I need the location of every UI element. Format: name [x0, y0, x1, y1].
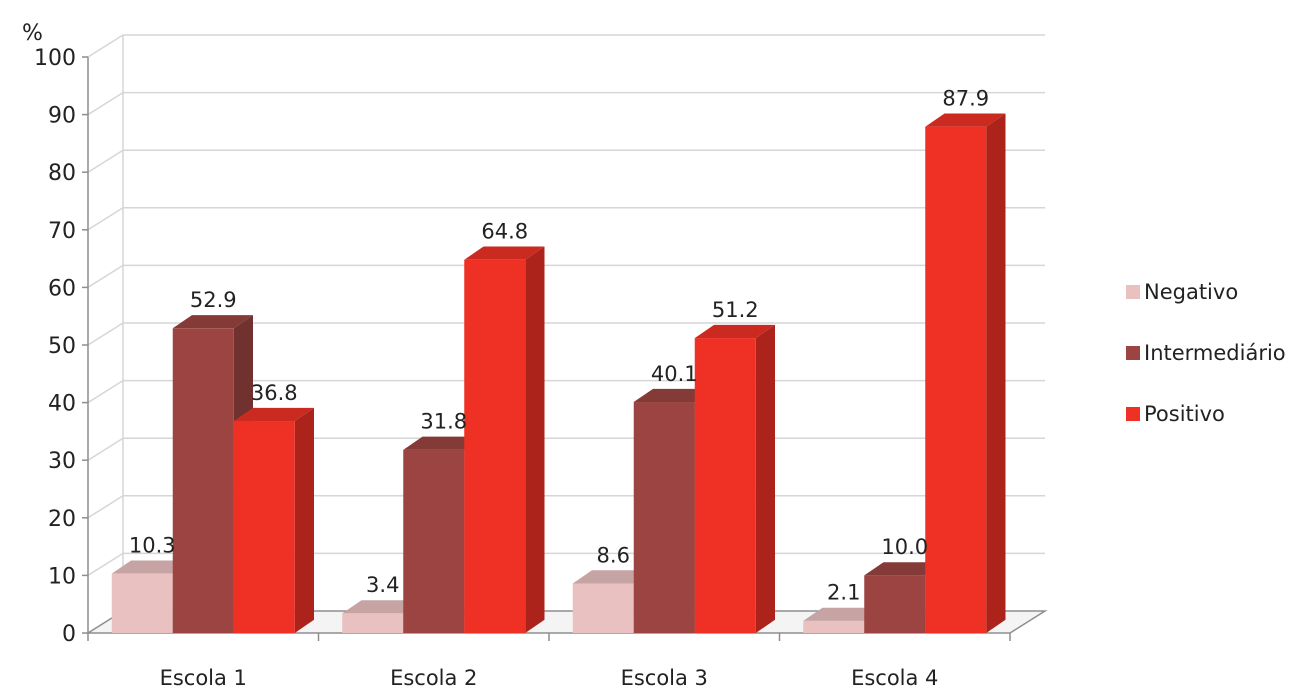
- x-tick-label: Escola 1: [160, 666, 247, 688]
- data-label: 3.4: [366, 573, 399, 597]
- data-label: 10.3: [129, 533, 176, 557]
- y-tick-label: 70: [48, 219, 76, 244]
- y-tick-label: 30: [48, 449, 76, 474]
- legend-item-positivo: Positivo: [1126, 402, 1312, 463]
- data-label: 36.8: [251, 381, 298, 405]
- bar-top: [803, 607, 884, 621]
- gridline-depth: [87, 207, 124, 231]
- y-axis-label: %: [22, 21, 43, 46]
- bar-positivo: [694, 338, 756, 633]
- data-labels: 10.3 52.9 36.8 3.4 31.8 64.8 8.6 40.1 51.2 2.1 10.…: [129, 86, 989, 604]
- data-label: 10.0: [881, 535, 928, 559]
- y-tick-label: 0: [62, 622, 76, 647]
- bar-top: [233, 407, 314, 422]
- legend-item-negativo: Negativo: [1126, 280, 1312, 341]
- data-label: 64.8: [481, 220, 528, 244]
- y-tick-label: 40: [48, 392, 76, 417]
- data-label: 31.8: [420, 410, 467, 434]
- bar-top: [925, 113, 1006, 127]
- legend-item-intermediario: Intermediário: [1126, 341, 1312, 402]
- bar-top: [403, 436, 484, 450]
- y-tick-label: 10: [48, 564, 76, 589]
- gridline-depth: [87, 34, 124, 58]
- data-label: 87.9: [942, 86, 989, 110]
- legend-swatch-negativo: [1126, 285, 1140, 299]
- legend: Negativo Intermediário Positivo: [1126, 280, 1312, 463]
- bar-top: [464, 246, 545, 260]
- bar-top: [172, 315, 253, 329]
- x-tick-label: Escola 4: [851, 666, 938, 688]
- y-tick-label: 20: [48, 507, 76, 532]
- data-label: 51.2: [712, 298, 759, 322]
- y-tick-label: 90: [48, 104, 76, 129]
- bar-positivo: [464, 259, 526, 633]
- y-tick-label: 50: [48, 334, 76, 359]
- bar-intermediário: [633, 402, 695, 633]
- bar-top: [572, 570, 653, 584]
- legend-swatch-intermediario: [1126, 346, 1140, 360]
- bar-top: [342, 600, 423, 614]
- gridline-depth: [87, 91, 124, 116]
- bars: [111, 113, 1006, 634]
- bar-negativo: [342, 613, 404, 633]
- legend-label-intermediario: Intermediário: [1144, 341, 1286, 365]
- gridline-depth: [87, 379, 124, 404]
- bar-top: [694, 324, 775, 339]
- legend-label-negativo: Negativo: [1144, 280, 1239, 304]
- bar-side: [525, 246, 545, 633]
- bar-negativo: [803, 620, 865, 633]
- legend-swatch-positivo: [1126, 407, 1140, 421]
- data-label: 52.9: [190, 288, 237, 312]
- x-tick-label: Escola 3: [621, 666, 708, 688]
- legend-label-positivo: Positivo: [1144, 402, 1225, 426]
- bar-top: [111, 560, 192, 574]
- bar-intermediário: [172, 328, 234, 633]
- bar-negativo: [111, 573, 173, 633]
- bar-side: [294, 407, 314, 633]
- bar-top: [864, 562, 945, 576]
- y-tick-label: 60: [48, 276, 76, 301]
- bar-positivo: [925, 126, 987, 634]
- gridline-depth: [87, 264, 124, 289]
- bar-intermediário: [403, 449, 465, 633]
- gridline-depth: [87, 437, 124, 461]
- bar-negativo: [572, 583, 634, 633]
- gridline-depth: [87, 149, 124, 173]
- bar-positivo: [233, 421, 295, 633]
- y-tick-label: 100: [34, 46, 76, 71]
- data-label: 2.1: [827, 581, 860, 605]
- bar-side: [986, 113, 1006, 634]
- data-label: 8.6: [597, 543, 630, 567]
- bar-top: [633, 388, 714, 403]
- bar-intermediário: [864, 575, 926, 633]
- y-tick-label: 80: [48, 161, 76, 186]
- bar-side: [755, 324, 775, 633]
- gridline-depth: [87, 552, 124, 577]
- data-label: 40.1: [651, 362, 698, 386]
- gridline-depth: [87, 495, 124, 519]
- gridline-depth: [87, 322, 124, 346]
- x-tick-label: Escola 2: [390, 666, 477, 688]
